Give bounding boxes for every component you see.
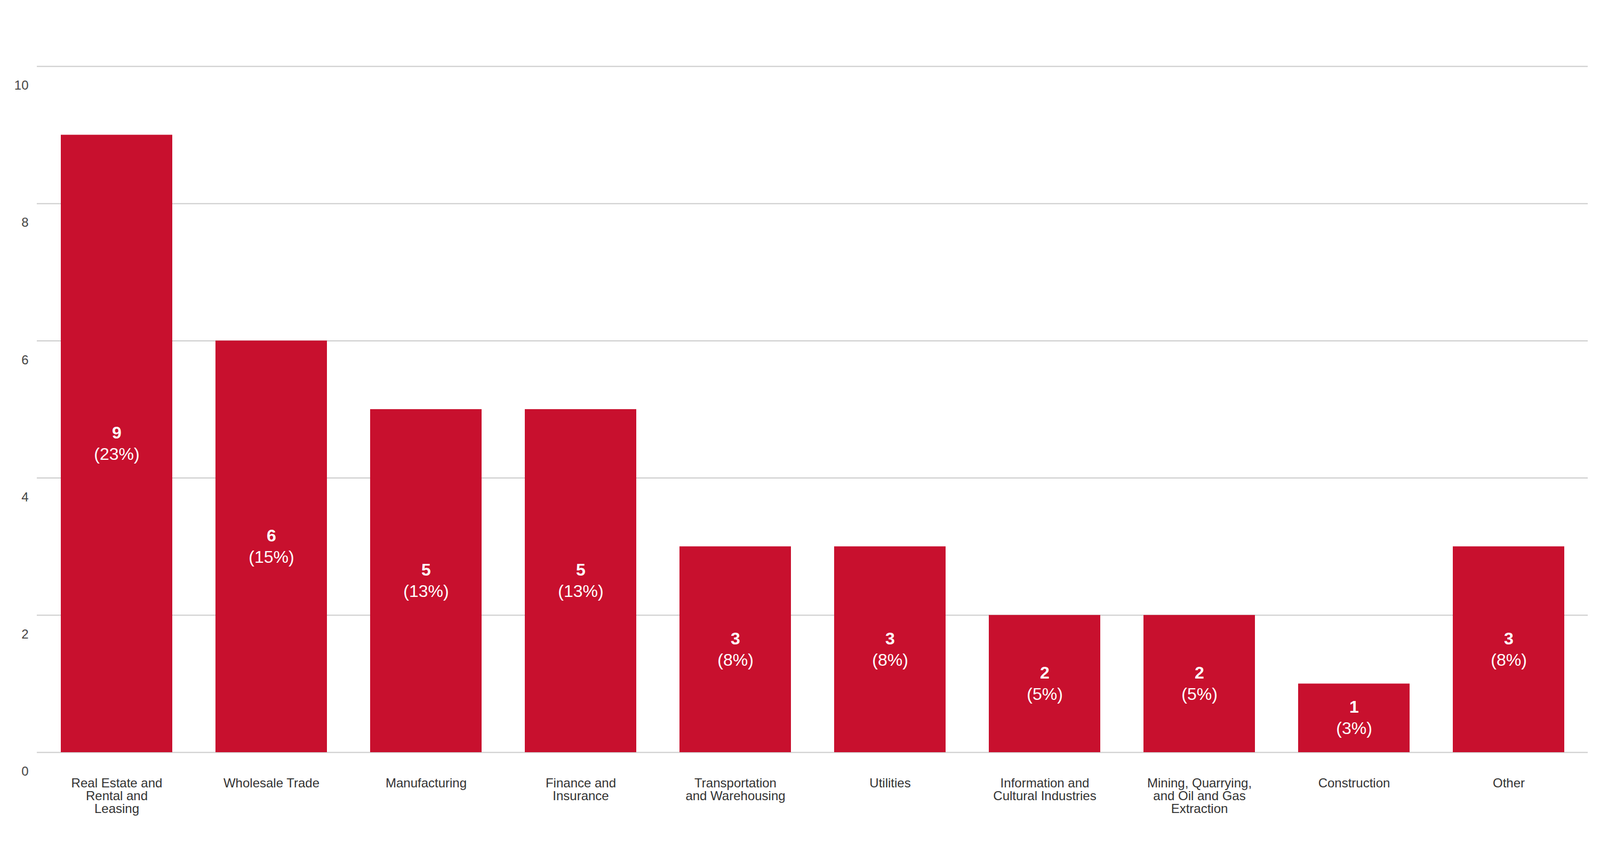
svg-text:6: 6 [266, 525, 277, 546]
svg-text:(13%): (13%) [557, 581, 604, 601]
svg-text:Real Estate andRental andLeasi: Real Estate andRental andLeasing [71, 775, 163, 816]
svg-text:(8%): (8%) [872, 650, 909, 670]
svg-text:(5%): (5%) [1181, 684, 1218, 704]
svg-text:6: 6 [21, 352, 29, 367]
svg-text:5: 5 [576, 560, 586, 580]
svg-text:Other: Other [1492, 775, 1525, 790]
svg-text:8: 8 [21, 214, 29, 230]
svg-text:3: 3 [730, 628, 741, 648]
svg-text:4: 4 [21, 489, 29, 504]
svg-text:2: 2 [21, 626, 29, 642]
svg-text:2: 2 [1040, 662, 1050, 683]
svg-text:(13%): (13%) [403, 581, 449, 601]
svg-text:Transportationand Warehousing: Transportationand Warehousing [685, 775, 786, 803]
svg-text:3: 3 [885, 628, 895, 648]
svg-text:(5%): (5%) [1026, 684, 1063, 704]
svg-text:Utilities: Utilities [869, 775, 911, 790]
svg-text:(15%): (15%) [248, 547, 294, 567]
svg-text:(8%): (8%) [1490, 650, 1527, 670]
svg-text:Manufacturing: Manufacturing [385, 775, 467, 790]
svg-text:9: 9 [112, 422, 122, 443]
svg-text:2: 2 [1194, 662, 1205, 683]
svg-text:1: 1 [1349, 697, 1359, 717]
svg-text:Construction: Construction [1318, 775, 1391, 790]
svg-text:(23%): (23%) [93, 444, 140, 464]
svg-text:Finance andInsurance: Finance andInsurance [545, 775, 616, 803]
svg-text:(8%): (8%) [717, 650, 754, 670]
svg-text:0: 0 [21, 763, 29, 779]
svg-text:5: 5 [421, 560, 431, 580]
svg-text:10: 10 [14, 77, 29, 93]
svg-text:Information andCultural Indust: Information andCultural Industries [993, 775, 1096, 803]
svg-text:(3%): (3%) [1336, 718, 1373, 738]
svg-text:3: 3 [1504, 628, 1514, 648]
svg-text:Mining, Quarrying,and Oil and: Mining, Quarrying,and Oil and GasExtract… [1147, 775, 1252, 816]
svg-text:Wholesale Trade: Wholesale Trade [223, 775, 320, 790]
